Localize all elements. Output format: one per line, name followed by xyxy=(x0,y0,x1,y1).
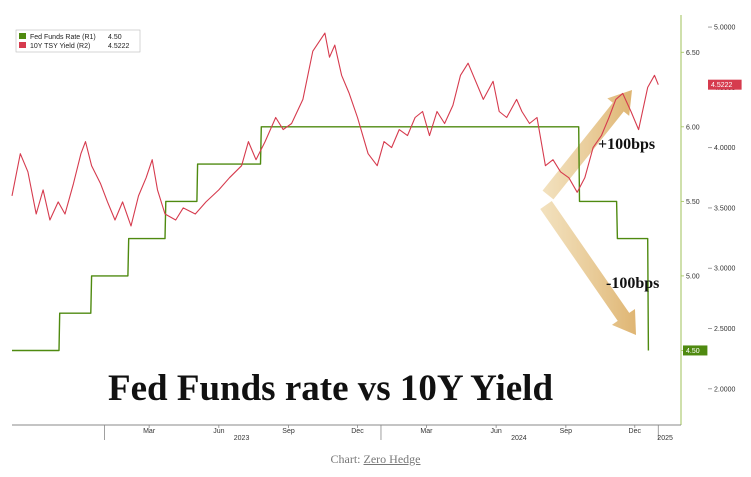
y-left-tick-label: 6.50 xyxy=(686,50,700,57)
x-tick-label: Mar xyxy=(420,428,433,435)
y-right-tick-label: 2.0000 xyxy=(714,386,736,393)
legend-swatch-fed-funds xyxy=(19,33,26,39)
y-right-tick-label: 4.0000 xyxy=(714,145,736,152)
x-tick-label: Mar xyxy=(143,428,156,435)
y-right-tick-label: 5.0000 xyxy=(714,25,736,32)
series-line-10y-yield xyxy=(11,32,659,227)
x-tick-label: Dec xyxy=(351,428,364,435)
yield-value-badge: 4.5222 xyxy=(711,82,733,89)
y-right-tick-label: 3.0000 xyxy=(714,266,736,273)
y-left-tick-label: 5.00 xyxy=(686,273,700,280)
x-tick-label: Sep xyxy=(282,428,295,435)
y-left-tick-label: 5.50 xyxy=(686,199,700,206)
annotation-plus-100bps: +100bps xyxy=(598,136,655,153)
x-tick-label: Jun xyxy=(490,428,501,435)
legend-value-10y-yield: 4.5222 xyxy=(108,43,130,50)
caption-prefix: Chart: xyxy=(330,452,364,466)
legend-swatch-10y-yield xyxy=(19,42,26,48)
fed-funds-value-badge-bg xyxy=(683,345,708,356)
legend: Fed Funds Rate (R1) 4.50 10Y TSY Yield (… xyxy=(15,29,141,53)
x-tick-label: Jun xyxy=(213,428,224,435)
caption-source-link[interactable]: Zero Hedge xyxy=(363,452,421,466)
chart: Mar Jun Sep Dec Mar Jun Sep Dec 2023 2024 2025 6.50… xyxy=(11,15,742,442)
y-left-tick-label: 6.00 xyxy=(686,124,700,131)
y-right-tick-label: 3.5000 xyxy=(714,205,736,212)
legend-label-fed-funds: Fed Funds Rate (R1) xyxy=(30,34,96,41)
annotation-minus-100bps: -100bps xyxy=(606,275,659,292)
series-line-fed-funds xyxy=(12,126,650,352)
arrow-down-highlight xyxy=(540,201,636,335)
chart-caption: Chart: Zero Hedge xyxy=(0,452,751,467)
fed-funds-value-badge: 4.50 xyxy=(686,348,700,355)
x-year-label: 2024 xyxy=(511,435,527,442)
y-right-tick-label: 2.5000 xyxy=(714,326,736,333)
x-tick-label: Sep xyxy=(560,428,573,435)
legend-label-10y-yield: 10Y TSY Yield (R2) xyxy=(30,43,90,50)
yield-value-badge-bg xyxy=(708,79,742,90)
legend-value-fed-funds: 4.50 xyxy=(108,34,122,41)
x-year-label: 2023 xyxy=(234,435,250,442)
chart-title: Fed Funds rate vs 10Y Yield xyxy=(108,368,553,409)
x-tick-label: Dec xyxy=(629,428,642,435)
x-year-label: 2025 xyxy=(657,435,673,442)
